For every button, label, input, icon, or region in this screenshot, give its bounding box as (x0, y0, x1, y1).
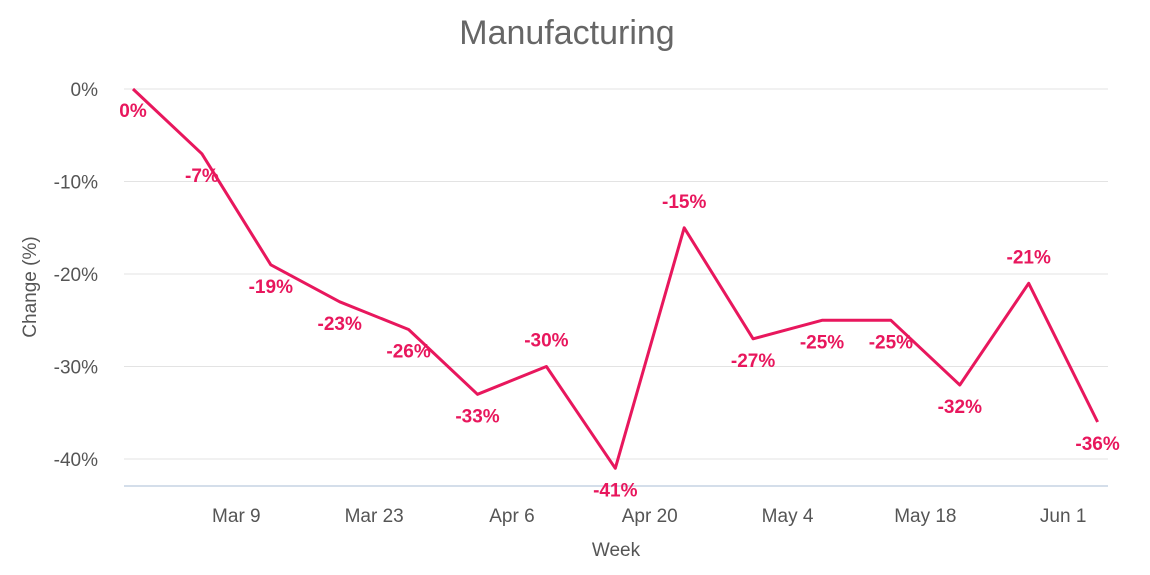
y-axis-title: Change (%) (20, 236, 41, 337)
data-label: -32% (938, 397, 982, 418)
y-tick-label: 0% (71, 80, 99, 101)
x-tick-label: May 18 (894, 506, 956, 527)
x-axis-ticks: Mar 9 Mar 23 Apr 6 Apr 20 May 4 May 18 Jun 1 (212, 506, 1086, 527)
x-tick-label: Mar 9 (212, 506, 261, 527)
data-label: -25% (869, 332, 913, 353)
data-label: -36% (1075, 434, 1119, 455)
data-label: -30% (524, 331, 568, 352)
data-label: -33% (455, 406, 499, 427)
series-line (131, 87, 1099, 470)
data-label: -21% (1007, 247, 1051, 268)
y-tick-label: -20% (54, 265, 98, 286)
data-label: -15% (662, 192, 706, 213)
y-axis-ticks: 0% -10% -20% -30% -40% (54, 80, 98, 471)
x-tick-label: Jun 1 (1040, 506, 1086, 527)
y-tick-label: -40% (54, 450, 98, 471)
x-tick-label: Apr 20 (622, 506, 678, 527)
data-label: -27% (731, 351, 775, 372)
data-label: -7% (185, 166, 219, 187)
data-label: 0% (119, 101, 147, 122)
data-label: -23% (318, 314, 362, 335)
data-label: -26% (386, 342, 430, 363)
y-tick-label: -30% (54, 358, 98, 379)
data-label: -25% (800, 332, 844, 353)
x-tick-label: May 4 (762, 506, 814, 527)
x-tick-label: Mar 23 (345, 506, 404, 527)
chart-title: Manufacturing (459, 14, 674, 52)
data-labels: 0% -7% -19% -23% -26% -33% -30% -41% -15% -27% -25… (119, 101, 1120, 501)
data-label: -41% (593, 480, 637, 501)
x-tick-label: Apr 6 (489, 506, 534, 527)
data-label: -19% (249, 277, 293, 298)
y-tick-label: -10% (54, 173, 98, 194)
x-axis-title: Week (592, 540, 641, 561)
